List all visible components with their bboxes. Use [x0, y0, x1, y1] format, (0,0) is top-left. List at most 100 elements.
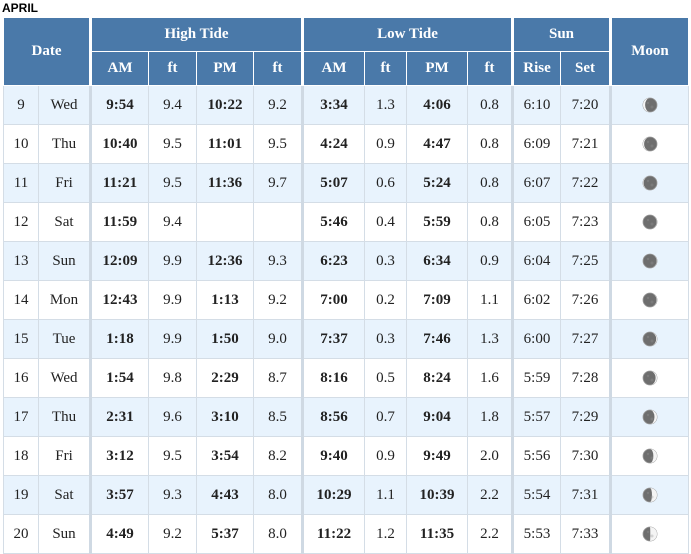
low-am-height: 0.5	[364, 358, 407, 398]
sunset-time: 7:27	[560, 319, 611, 359]
high-am-time: 11:21	[89, 163, 149, 203]
high-pm-time: 3:54	[196, 436, 254, 476]
sunset-time: 7:26	[560, 280, 611, 320]
low-am-time: 11:22	[301, 514, 365, 554]
low-tide-header: Low Tide	[301, 17, 513, 52]
sunrise-time: 6:05	[511, 202, 561, 242]
table-row: 9 Wed 9:54 9.4 10:22 9.2 3:34 1.3 4:06 0.8 6:10 7:2…	[3, 85, 689, 125]
high-pm-time: 11:01	[196, 124, 254, 164]
low-am-time: 5:07	[301, 163, 365, 203]
day-cell: 11	[3, 163, 39, 203]
high-pm-height: 9.7	[253, 163, 303, 203]
high-am-time: 3:57	[89, 475, 149, 515]
high-pm-time	[196, 202, 254, 242]
high-pm-time: 4:43	[196, 475, 254, 515]
low-pm-height: 2.2	[467, 475, 513, 515]
sunrise-time: 5:56	[511, 436, 561, 476]
moon-phase-cell	[609, 202, 689, 242]
low-am-height: 0.6	[364, 163, 407, 203]
high-am-height: 9.9	[148, 280, 197, 320]
sunrise-time: 6:00	[511, 319, 561, 359]
high-am-header: AM	[89, 51, 149, 86]
low-am-time: 9:40	[301, 436, 365, 476]
sunset-time: 7:25	[560, 241, 611, 281]
day-cell: 20	[3, 514, 39, 554]
low-pm-height: 1.6	[467, 358, 513, 398]
sunrise-time: 6:02	[511, 280, 561, 320]
weekday-cell: Sat	[38, 202, 91, 242]
high-am-height: 9.5	[148, 124, 197, 164]
weekday-cell: Wed	[38, 358, 91, 398]
day-cell: 13	[3, 241, 39, 281]
high-pm-time: 5:37	[196, 514, 254, 554]
weekday-cell: Thu	[38, 124, 91, 164]
low-am-time: 7:37	[301, 319, 365, 359]
table-row: 14 Mon 12:43 9.9 1:13 9.2 7:00 0.2 7:09 1.1 6:02 7:…	[3, 280, 689, 320]
new-moon-icon	[642, 253, 658, 269]
sunset-time: 7:33	[560, 514, 611, 554]
low-pm-time: 4:06	[406, 85, 468, 125]
moon-header: Moon	[609, 17, 689, 86]
moon-phase-cell	[609, 241, 689, 281]
high-am-height: 9.5	[148, 163, 197, 203]
high-pm-time: 10:22	[196, 85, 254, 125]
day-cell: 9	[3, 85, 39, 125]
date-header: Date	[3, 17, 91, 86]
sunrise-time: 5:57	[511, 397, 561, 437]
low-pm-height: 0.8	[467, 124, 513, 164]
new-moon-icon	[642, 292, 658, 308]
table-row: 20 Sun 4:49 9.2 5:37 8.0 11:22 1.2 11:35 2.2 5:53 7…	[3, 514, 689, 554]
sunset-time: 7:28	[560, 358, 611, 398]
high-am-time: 9:54	[89, 85, 149, 125]
low-pm-time: 5:59	[406, 202, 468, 242]
tide-table: Date High Tide Low Tide Sun Moon AM ft P…	[3, 17, 689, 554]
sunset-time: 7:29	[560, 397, 611, 437]
waning-crescent-icon	[642, 175, 658, 191]
low-am-height: 1.2	[364, 514, 407, 554]
table-row: 17 Thu 2:31 9.6 3:10 8.5 8:56 0.7 9:04 1.8 5:57 7:2…	[3, 397, 689, 437]
low-am-height: 0.2	[364, 280, 407, 320]
new-moon-icon	[642, 214, 658, 230]
day-cell: 16	[3, 358, 39, 398]
low-pm-time: 7:46	[406, 319, 468, 359]
sunset-time: 7:20	[560, 85, 611, 125]
waxing-crescent-icon	[642, 487, 658, 503]
sunset-time: 7:22	[560, 163, 611, 203]
table-row: 10 Thu 10:40 9.5 11:01 9.5 4:24 0.9 4:47 0.8 6:09 7…	[3, 124, 689, 164]
sunset-header: Set	[560, 51, 611, 86]
moon-phase-cell	[609, 358, 689, 398]
weekday-cell: Fri	[38, 163, 91, 203]
sunrise-time: 6:07	[511, 163, 561, 203]
high-am-time: 10:40	[89, 124, 149, 164]
low-pm-time: 5:24	[406, 163, 468, 203]
table-row: 15 Tue 1:18 9.9 1:50 9.0 7:37 0.3 7:46 1.3 6:00 7:2…	[3, 319, 689, 359]
high-am-time: 1:54	[89, 358, 149, 398]
high-pm-height: 8.7	[253, 358, 303, 398]
low-am-time: 3:34	[301, 85, 365, 125]
high-pm-height	[253, 202, 303, 242]
low-am-height: 0.9	[364, 436, 407, 476]
low-pm-height: 1.8	[467, 397, 513, 437]
moon-phase-cell	[609, 514, 689, 554]
high-pm-height: 9.2	[253, 85, 303, 125]
day-cell: 15	[3, 319, 39, 359]
low-am-time: 8:56	[301, 397, 365, 437]
high-pm-time: 12:36	[196, 241, 254, 281]
weekday-cell: Mon	[38, 280, 91, 320]
low-am-time: 7:00	[301, 280, 365, 320]
weekday-cell: Sat	[38, 475, 91, 515]
table-row: 16 Wed 1:54 9.8 2:29 8.7 8:16 0.5 8:24 1.6 5:59 7:2…	[3, 358, 689, 398]
high-pm-height: 9.0	[253, 319, 303, 359]
high-am-time: 2:31	[89, 397, 149, 437]
low-am-height: 0.3	[364, 319, 407, 359]
low-am-height: 1.3	[364, 85, 407, 125]
waxing-crescent-icon	[642, 409, 658, 425]
high-pm-time: 11:36	[196, 163, 254, 203]
high-am-height: 9.4	[148, 202, 197, 242]
day-cell: 12	[3, 202, 39, 242]
low-pm-time: 11:35	[406, 514, 468, 554]
sun-header: Sun	[511, 17, 611, 52]
low-pm-time: 6:34	[406, 241, 468, 281]
low-pm-time: 8:24	[406, 358, 468, 398]
table-row: 12 Sat 11:59 9.4 5:46 0.4 5:59 0.8 6:05 7:23	[3, 202, 689, 242]
